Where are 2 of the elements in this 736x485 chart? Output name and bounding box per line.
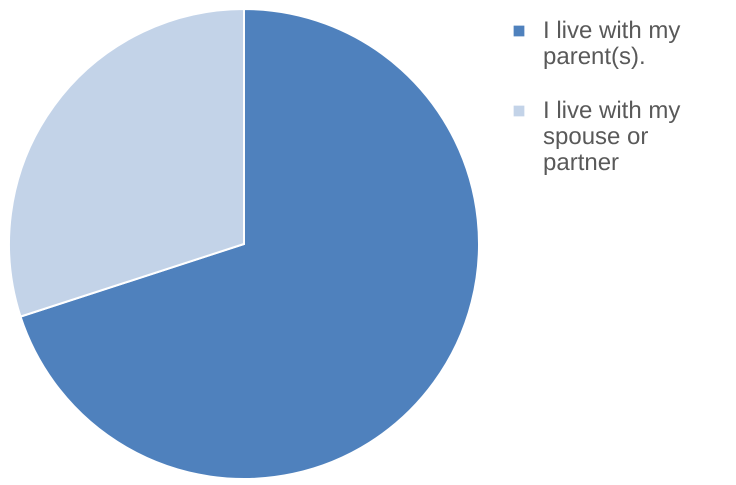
legend-label: I live with my spouse or partner	[543, 97, 680, 176]
legend-label: I live with my parent(s).	[543, 17, 680, 70]
